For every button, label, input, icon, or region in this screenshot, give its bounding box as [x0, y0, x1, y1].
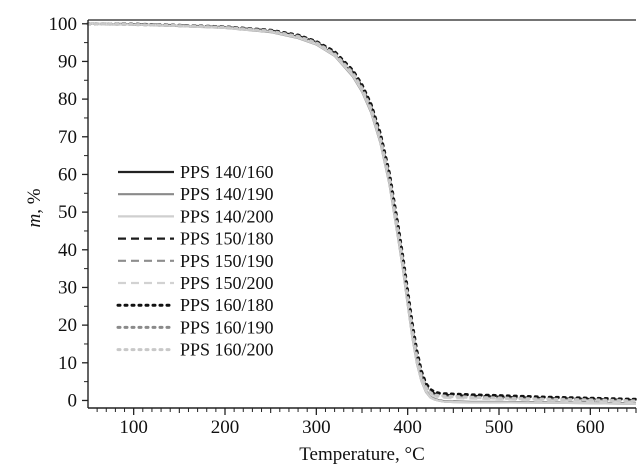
y-tick-label: 100 — [49, 14, 78, 35]
y-tick-label: 30 — [58, 277, 77, 298]
x-axis-title: Temperature, °C — [299, 444, 425, 465]
y-tick-label: 70 — [58, 127, 77, 148]
y-tick-label: 90 — [58, 51, 77, 72]
legend-label: PPS 160/190 — [180, 317, 274, 337]
x-tick-label: 200 — [211, 417, 240, 438]
x-tick-label: 500 — [485, 417, 514, 438]
y-tick-label: 80 — [58, 89, 77, 110]
legend-label: PPS 140/160 — [180, 162, 274, 182]
legend-label: PPS 160/180 — [180, 295, 274, 315]
x-tick-label: 600 — [576, 417, 605, 438]
series-line — [87, 22, 637, 405]
y-tick-label: 50 — [58, 202, 77, 223]
series-line — [87, 22, 637, 404]
y-axis-title-symbol: m — [24, 214, 45, 228]
series-line — [87, 22, 637, 402]
series-layer — [86, 22, 638, 405]
y-tick-label: 0 — [68, 390, 78, 411]
y-tick-label: 40 — [58, 240, 77, 261]
series-line — [87, 22, 637, 405]
series-line — [86, 22, 638, 403]
y-tick-label: 60 — [58, 164, 77, 185]
y-axis-title: m, % — [24, 188, 45, 227]
series-line — [86, 22, 638, 401]
legend-label: PPS 150/190 — [180, 251, 274, 271]
series-line — [86, 22, 638, 403]
y-tick-label: 20 — [58, 315, 77, 336]
legend-label: PPS 160/200 — [180, 340, 274, 360]
ticks-layer: 100 200 300 400 500 600 0 10 20 30 40 50 60 70 80 90 100 — [49, 14, 637, 438]
plot-area — [86, 19, 638, 409]
series-line — [87, 22, 637, 403]
y-axis-title-unit: , % — [24, 188, 45, 214]
x-tick-label: 400 — [393, 417, 422, 438]
series-line — [87, 22, 637, 405]
x-tick-label: 300 — [302, 417, 331, 438]
legend-label: PPS 140/190 — [180, 184, 274, 204]
y-tick-label: 10 — [58, 353, 77, 374]
legend-label: PPS 150/180 — [180, 229, 274, 249]
legend-label: PPS 140/200 — [180, 206, 274, 226]
x-tick-label: 100 — [119, 417, 148, 438]
legend-label: PPS 150/200 — [180, 273, 274, 293]
